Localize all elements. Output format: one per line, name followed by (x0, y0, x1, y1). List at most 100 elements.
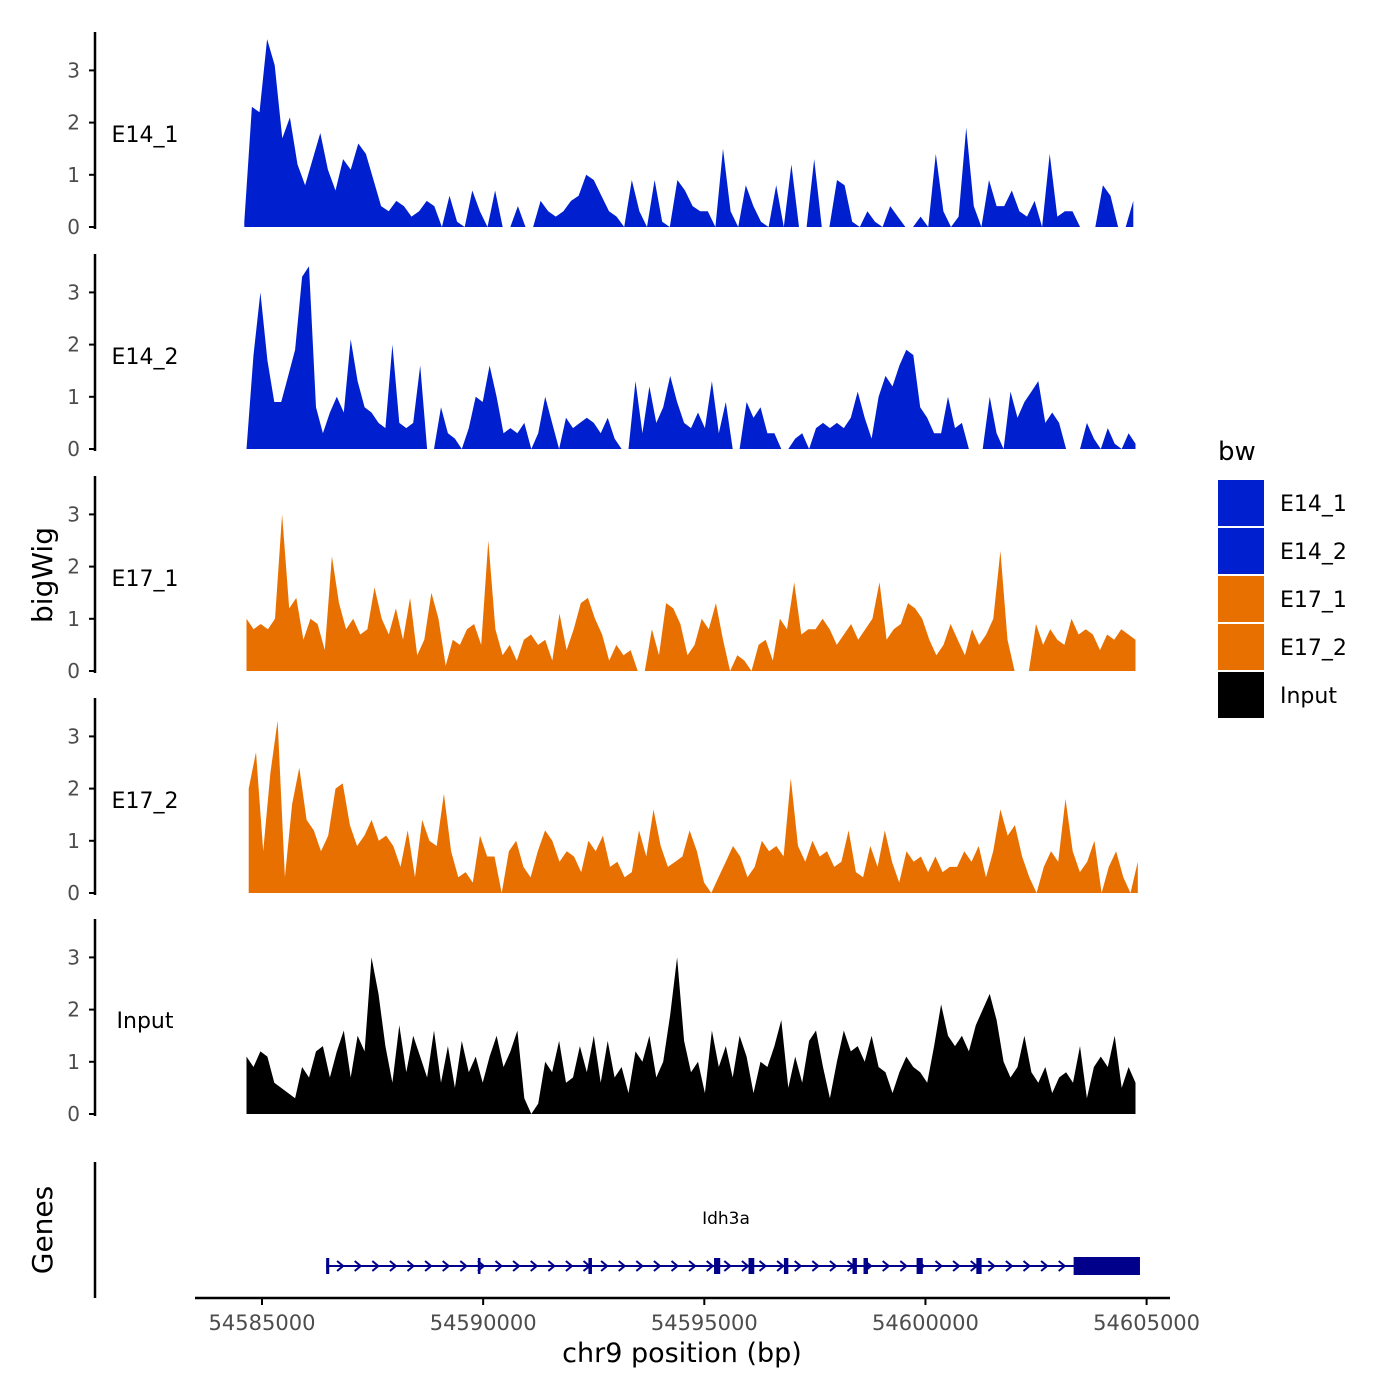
gene-label: Idh3a (702, 1209, 750, 1229)
strand-arrow-icon (1005, 1260, 1014, 1272)
y-tick-label: 0 (67, 1102, 80, 1126)
track-E17_2: 0 1 2 3 E17_2 (67, 698, 1138, 905)
strand-arrow-icon (723, 1260, 732, 1272)
strand-arrow-icon (1040, 1260, 1049, 1272)
strand-arrow-icon (829, 1260, 838, 1272)
legend: bw E14_1 E14_2 E17_1 E17_2 Input (1218, 437, 1347, 718)
y-tick-label: 3 (67, 58, 80, 82)
x-axis-title: chr9 position (bp) (562, 1338, 802, 1369)
strand-arrow-icon (670, 1260, 680, 1272)
gene-exon (714, 1258, 721, 1274)
legend-swatch (1218, 528, 1264, 574)
gene-exon (976, 1258, 982, 1274)
track-E17_1: 0 1 2 3 E17_1 (67, 476, 1136, 683)
y-tick-label: 1 (67, 385, 80, 409)
strand-arrow-icon (354, 1260, 363, 1272)
strand-arrow-icon (758, 1260, 768, 1272)
y-tick-label: 0 (67, 215, 80, 239)
gene-exon (326, 1258, 330, 1274)
y-tick-label: 2 (67, 998, 80, 1022)
strand-arrow-icon (618, 1260, 627, 1272)
y-tick-label: 1 (67, 607, 80, 631)
legend-label: Input (1280, 684, 1337, 709)
y-tick-label: 2 (67, 555, 80, 579)
strand-arrow-icon (530, 1260, 539, 1272)
track-label: E14_2 (112, 345, 179, 370)
track-E14_1: 0 1 2 3 E14_1 (67, 32, 1134, 239)
gene-exon (916, 1258, 923, 1274)
y-tick-label: 2 (67, 111, 80, 135)
x-tick-label: 54595000 (651, 1311, 758, 1335)
y-tick-label: 2 (67, 333, 80, 357)
gene-exon (852, 1258, 857, 1274)
track-label: E17_1 (112, 567, 179, 592)
y-tick-label: 3 (67, 502, 80, 526)
strand-arrow-icon (987, 1260, 996, 1272)
gene-utr-block (1073, 1257, 1140, 1275)
x-axis: chr9 position (bp) 54585000 54590000 54595… (195, 1296, 1200, 1369)
coverage-area-Input (246, 957, 1136, 1114)
strand-arrow-icon (424, 1260, 433, 1272)
strand-arrow-icon (635, 1260, 644, 1272)
strand-arrow-icon (442, 1260, 451, 1272)
legend-swatch (1218, 576, 1264, 622)
track-Input: 0 1 2 3 Input (67, 919, 1136, 1126)
strand-arrow-icon (1058, 1260, 1067, 1272)
track-label: E17_2 (112, 789, 179, 814)
gene-exon (783, 1258, 789, 1274)
x-tick-label: 54600000 (872, 1311, 979, 1335)
track-label: E14_1 (112, 123, 179, 148)
strand-arrow-icon (459, 1260, 468, 1272)
strand-arrow-icon (336, 1260, 345, 1272)
y-tick-label: 2 (67, 777, 80, 801)
strand-arrow-icon (882, 1260, 891, 1272)
legend-swatch (1218, 672, 1264, 718)
y-axis-title: bigWig (26, 527, 59, 623)
strand-arrow-icon (706, 1260, 715, 1272)
y-tick-label: 3 (67, 945, 80, 969)
gene-exon (863, 1258, 868, 1274)
strand-arrow-icon (371, 1260, 380, 1272)
strand-arrow-icon (794, 1260, 803, 1272)
track-label: Input (117, 1009, 174, 1034)
gene-exon (588, 1258, 592, 1274)
x-tick-label: 54585000 (209, 1311, 316, 1335)
strand-arrow-icon (565, 1260, 574, 1272)
gene-exon (477, 1258, 481, 1274)
strand-arrow-icon (899, 1260, 908, 1272)
genes-label: Genes (26, 1186, 59, 1274)
x-tick-label: 54590000 (430, 1311, 537, 1335)
strand-arrow-icon (741, 1260, 750, 1272)
y-tick-label: 0 (67, 437, 80, 461)
tracks-layer: 0 1 2 3 E14_1 0 1 2 3 E14_2 0 1 2 3 E17_1 0 1 2 3 E17_2 0 1 2 3… (67, 32, 1138, 1126)
y-tick-label: 1 (67, 829, 80, 853)
strand-arrow-icon (934, 1260, 944, 1272)
coverage-area-E17_2 (248, 720, 1138, 893)
y-tick-label: 0 (67, 659, 80, 683)
legend-swatch (1218, 624, 1264, 670)
y-tick-label: 0 (67, 881, 80, 905)
strand-arrow-icon (1022, 1260, 1032, 1272)
x-tick-label: 54605000 (1093, 1311, 1200, 1335)
strand-arrow-icon (653, 1260, 662, 1272)
coverage-area-E17_1 (246, 514, 1136, 671)
coverage-area-E14_2 (246, 266, 1136, 449)
strand-arrow-icon (406, 1260, 416, 1272)
y-tick-label: 1 (67, 163, 80, 187)
coverage-area-E14_1 (244, 39, 1134, 227)
track-E14_2: 0 1 2 3 E14_2 (67, 254, 1136, 461)
legend-label: E17_1 (1280, 588, 1347, 613)
strand-arrow-icon (952, 1260, 961, 1272)
strand-arrow-icon (776, 1260, 785, 1272)
strand-arrow-icon (600, 1260, 609, 1272)
legend-swatch (1218, 480, 1264, 526)
legend-title: bw (1218, 437, 1256, 467)
strand-arrow-icon (494, 1260, 504, 1272)
strand-arrow-icon (512, 1260, 521, 1272)
legend-label: E17_2 (1280, 636, 1347, 661)
gene-exon (748, 1258, 755, 1274)
strand-arrow-icon (688, 1260, 697, 1272)
strand-arrow-icon (389, 1260, 398, 1272)
y-tick-label: 3 (67, 280, 80, 304)
